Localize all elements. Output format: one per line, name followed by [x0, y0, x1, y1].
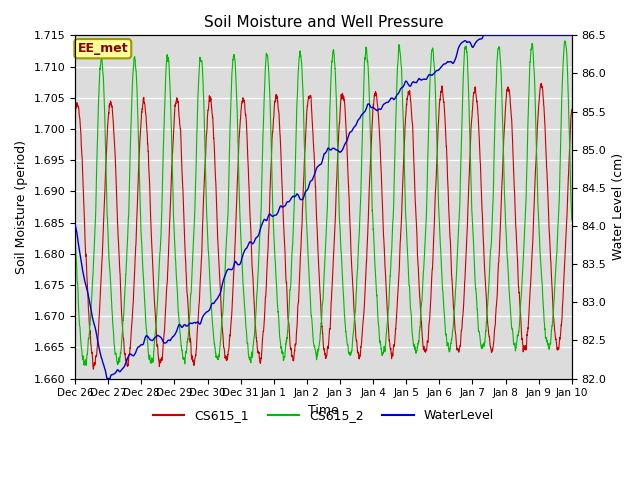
CS615_1: [537, 81, 545, 86]
CS615_2: [83, 362, 90, 368]
CS615_1: [71, 121, 79, 127]
WaterLevel: [568, 33, 576, 38]
X-axis label: Time: Time: [308, 404, 339, 417]
Legend: CS615_1, CS615_2, WaterLevel: CS615_1, CS615_2, WaterLevel: [148, 404, 499, 427]
CS615_1: [284, 299, 291, 304]
CS615_1: [568, 107, 576, 112]
CS615_1: [262, 294, 269, 300]
Y-axis label: Water Level (cm): Water Level (cm): [612, 154, 625, 261]
CS615_2: [561, 38, 569, 44]
WaterLevel: [480, 33, 488, 38]
WaterLevel: [71, 221, 79, 227]
CS615_1: [505, 86, 513, 92]
Line: WaterLevel: WaterLevel: [75, 36, 572, 379]
CS615_2: [568, 217, 576, 223]
WaterLevel: [505, 33, 513, 38]
WaterLevel: [103, 376, 111, 382]
Text: EE_met: EE_met: [77, 42, 128, 55]
CS615_1: [128, 321, 136, 326]
CS615_2: [262, 60, 269, 66]
CS615_2: [284, 333, 291, 339]
Line: CS615_1: CS615_1: [75, 84, 572, 369]
CS615_2: [505, 280, 513, 286]
CS615_1: [90, 366, 97, 372]
CS615_2: [128, 93, 136, 99]
WaterLevel: [128, 352, 136, 358]
WaterLevel: [262, 217, 269, 223]
WaterLevel: [157, 335, 165, 341]
Line: CS615_2: CS615_2: [75, 41, 572, 365]
WaterLevel: [559, 33, 566, 38]
WaterLevel: [284, 199, 291, 204]
CS615_1: [559, 305, 566, 311]
CS615_2: [71, 236, 79, 242]
CS615_1: [157, 356, 165, 362]
Title: Soil Moisture and Well Pressure: Soil Moisture and Well Pressure: [204, 15, 444, 30]
Y-axis label: Soil Moisture (period): Soil Moisture (period): [15, 140, 28, 274]
CS615_2: [558, 82, 566, 87]
CS615_2: [157, 224, 165, 230]
